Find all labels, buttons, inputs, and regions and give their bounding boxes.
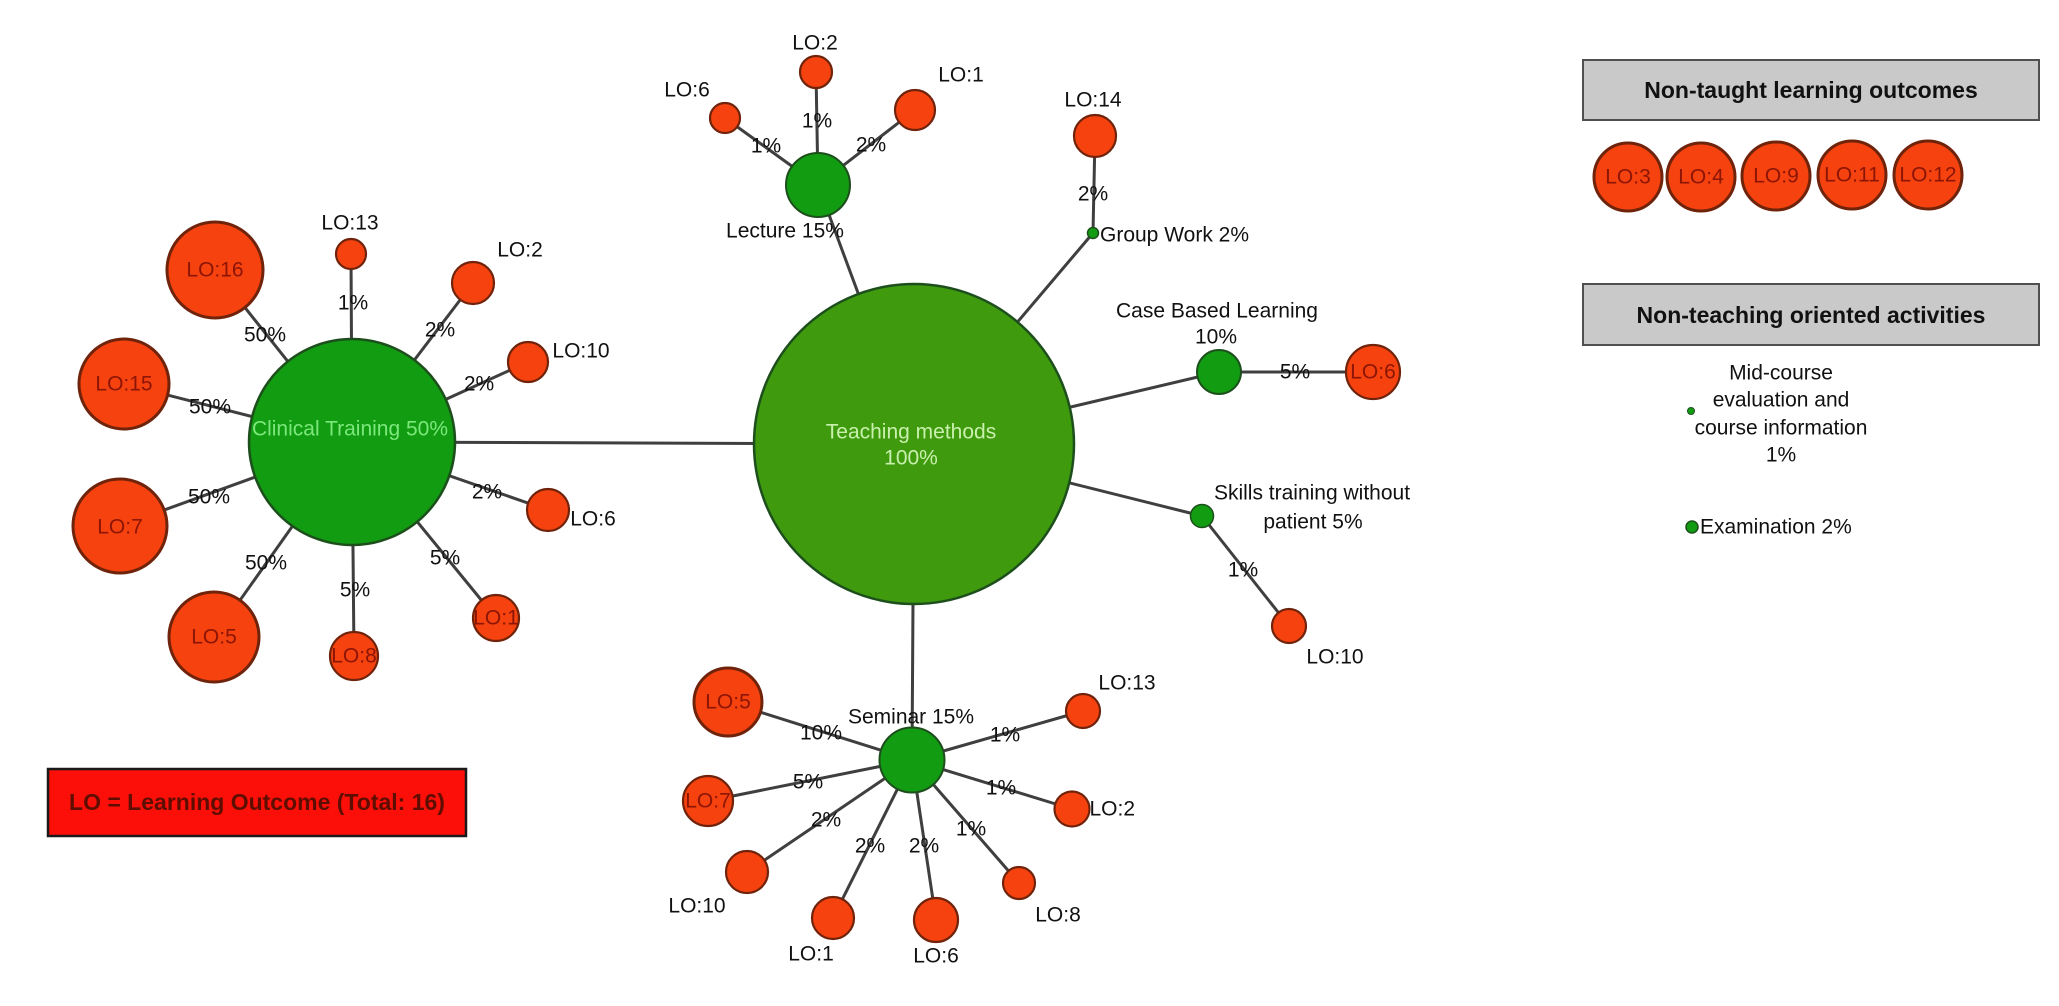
svg-text:Case Based Learning: Case Based Learning: [1116, 300, 1318, 323]
svg-text:Non-teaching oriented activiti: Non-teaching oriented activities: [1637, 302, 1986, 328]
svg-text:Seminar 15%: Seminar 15%: [848, 706, 974, 729]
svg-text:LO:8: LO:8: [1035, 904, 1081, 927]
svg-text:50%: 50%: [245, 552, 287, 575]
svg-text:LO:10: LO:10: [552, 340, 609, 363]
svg-text:LO:6: LO:6: [913, 945, 959, 968]
svg-text:1%: 1%: [338, 292, 368, 315]
svg-text:50%: 50%: [188, 486, 230, 509]
svg-text:Group Work 2%: Group Work 2%: [1100, 224, 1249, 247]
svg-text:1%: 1%: [751, 135, 781, 158]
svg-text:LO:4: LO:4: [1678, 166, 1724, 189]
svg-text:Non-taught learning outcomes: Non-taught learning outcomes: [1644, 77, 1978, 103]
svg-text:1%: 1%: [1766, 444, 1796, 467]
svg-text:LO:6: LO:6: [570, 508, 616, 531]
svg-text:LO:5: LO:5: [705, 691, 751, 714]
svg-text:5%: 5%: [340, 579, 370, 602]
svg-text:evaluation and: evaluation and: [1713, 389, 1850, 412]
svg-text:patient 5%: patient 5%: [1263, 511, 1362, 534]
svg-text:1%: 1%: [990, 724, 1020, 747]
svg-text:LO:15: LO:15: [95, 373, 152, 396]
svg-text:LO:16: LO:16: [186, 259, 243, 282]
svg-text:50%: 50%: [189, 396, 231, 419]
svg-text:LO:5: LO:5: [191, 626, 237, 649]
svg-text:LO = Learning Outcome (Total:: LO = Learning Outcome (Total: 16): [69, 789, 445, 815]
svg-text:LO:10: LO:10: [1306, 646, 1363, 669]
svg-text:LO:10: LO:10: [668, 895, 725, 918]
svg-text:100%: 100%: [884, 447, 938, 470]
svg-text:Skills training without: Skills training without: [1214, 482, 1410, 505]
svg-text:5%: 5%: [430, 547, 460, 570]
svg-text:10%: 10%: [1195, 326, 1237, 349]
svg-text:1%: 1%: [986, 777, 1016, 800]
svg-text:LO:7: LO:7: [97, 516, 143, 539]
svg-text:LO:12: LO:12: [1899, 164, 1956, 187]
svg-text:2%: 2%: [811, 809, 841, 832]
svg-text:50%: 50%: [244, 324, 286, 347]
svg-text:2%: 2%: [464, 373, 494, 396]
svg-text:LO:6: LO:6: [1350, 361, 1396, 384]
svg-text:LO:1: LO:1: [473, 607, 519, 630]
svg-text:LO:6: LO:6: [664, 79, 710, 102]
svg-text:LO:2: LO:2: [792, 32, 838, 55]
svg-text:LO:9: LO:9: [1753, 165, 1799, 188]
svg-text:course information: course information: [1695, 417, 1868, 440]
svg-text:LO:11: LO:11: [1824, 164, 1880, 187]
svg-text:LO:1: LO:1: [938, 64, 984, 87]
svg-text:Teaching methods: Teaching methods: [826, 421, 996, 444]
svg-text:Mid-course: Mid-course: [1729, 362, 1833, 385]
svg-text:LO:13: LO:13: [1098, 672, 1155, 695]
svg-text:1%: 1%: [956, 818, 986, 841]
svg-text:5%: 5%: [793, 771, 823, 794]
svg-text:LO:7: LO:7: [685, 790, 731, 813]
svg-text:2%: 2%: [909, 835, 939, 858]
svg-text:1%: 1%: [802, 110, 832, 133]
svg-text:Lecture 15%: Lecture 15%: [726, 220, 844, 243]
svg-text:LO:14: LO:14: [1064, 89, 1122, 112]
svg-text:Examination 2%: Examination 2%: [1700, 516, 1852, 539]
svg-text:1%: 1%: [1228, 559, 1258, 582]
svg-text:Clinical Training 50%: Clinical Training 50%: [252, 418, 448, 441]
svg-text:LO:13: LO:13: [321, 212, 378, 235]
svg-text:10%: 10%: [800, 722, 842, 745]
svg-text:2%: 2%: [856, 134, 886, 157]
svg-text:2%: 2%: [472, 481, 502, 504]
svg-text:2%: 2%: [425, 319, 455, 342]
svg-text:5%: 5%: [1280, 361, 1310, 384]
svg-text:LO:2: LO:2: [497, 239, 543, 262]
svg-text:LO:1: LO:1: [788, 943, 834, 966]
svg-text:LO:8: LO:8: [331, 645, 377, 668]
svg-text:LO:3: LO:3: [1605, 166, 1651, 189]
svg-text:LO:2: LO:2: [1090, 798, 1136, 821]
svg-text:2%: 2%: [1078, 183, 1108, 206]
svg-text:2%: 2%: [855, 835, 885, 858]
